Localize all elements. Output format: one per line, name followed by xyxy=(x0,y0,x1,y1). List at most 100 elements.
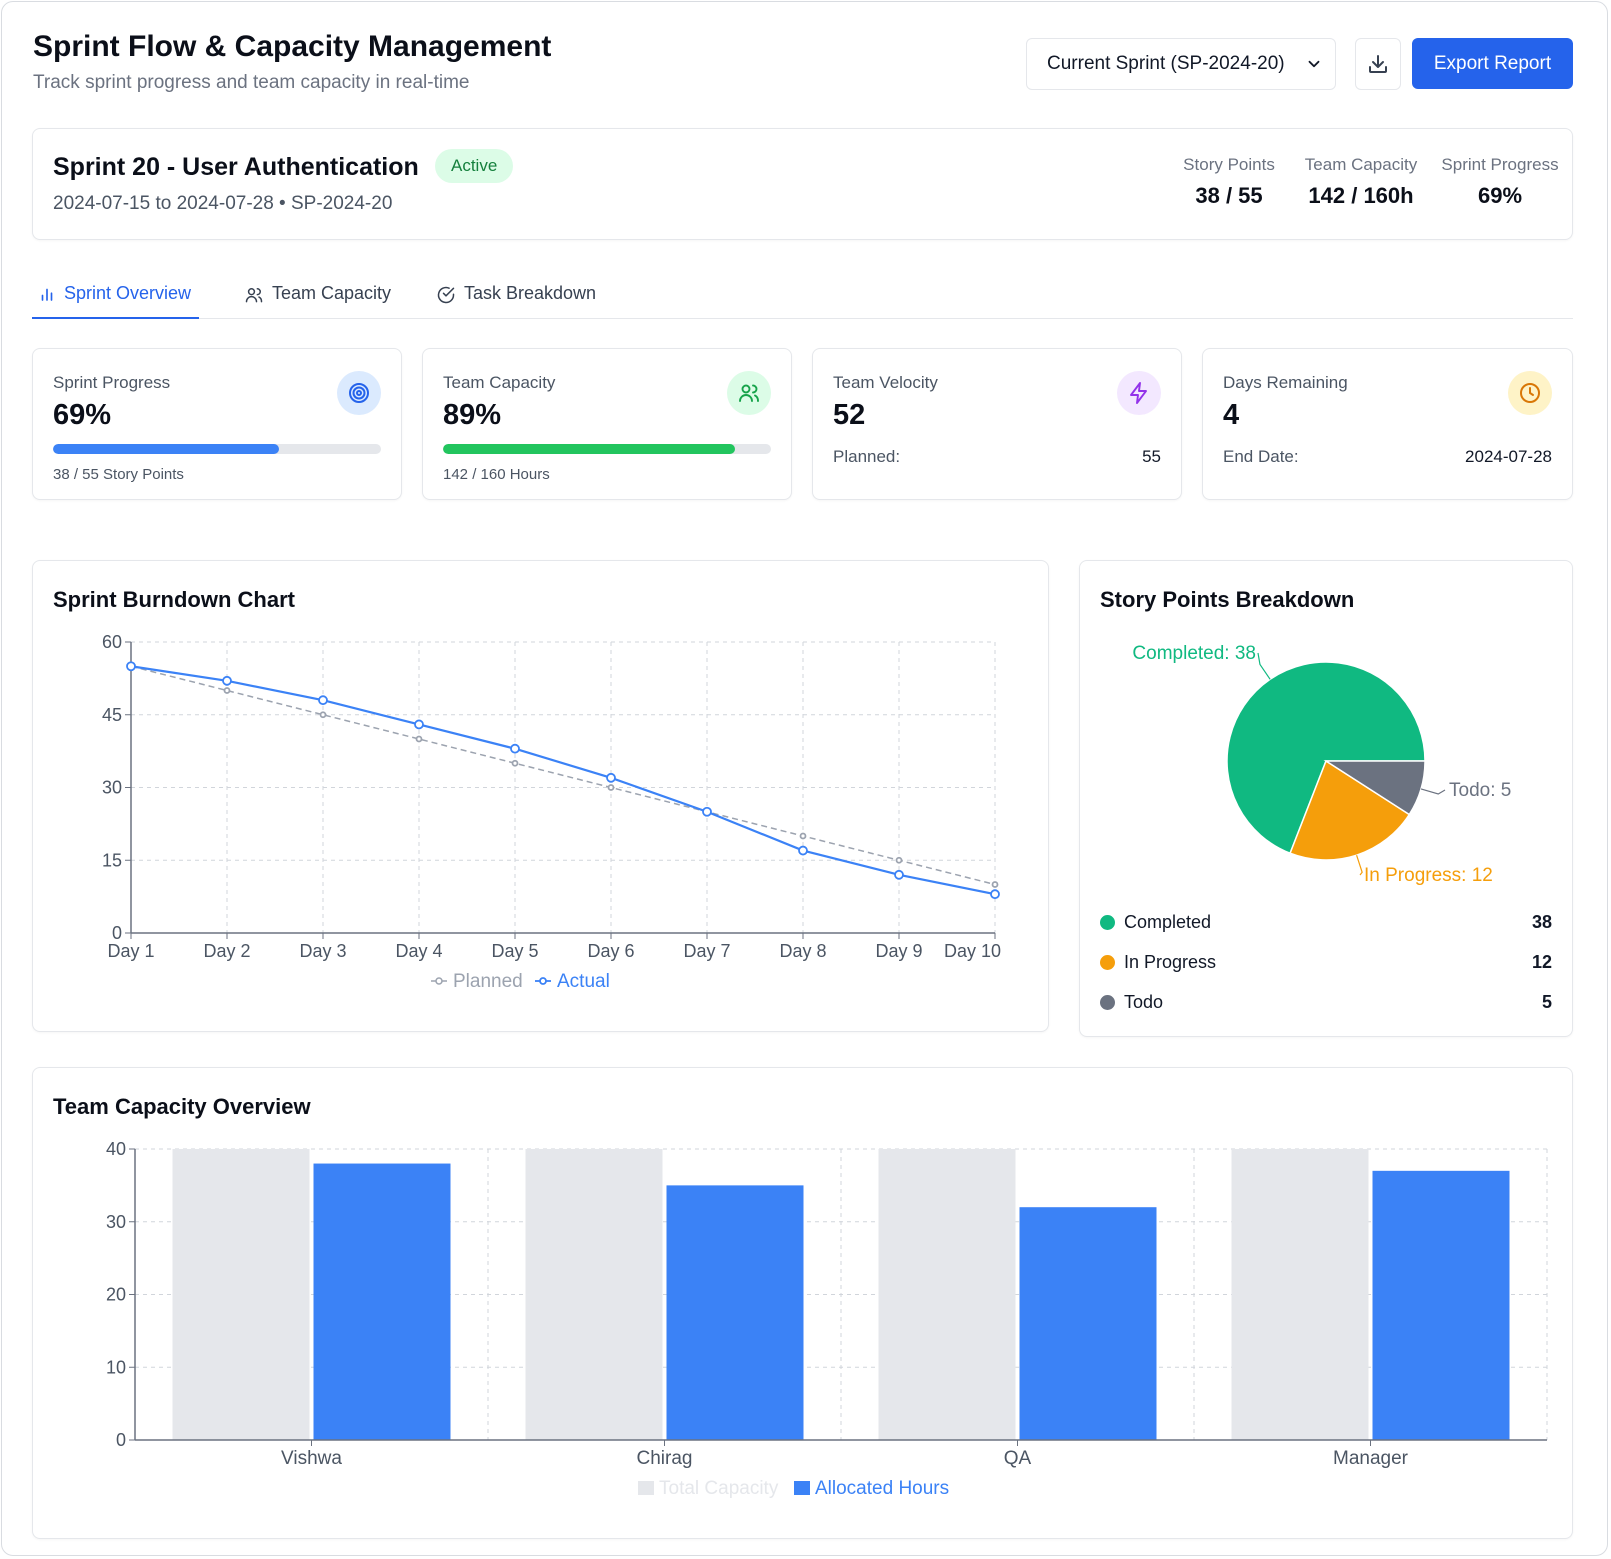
data-point-actual xyxy=(510,743,520,754)
progress-fill xyxy=(53,444,280,454)
page-subtitle: Track sprint progress and team capacity … xyxy=(33,72,470,93)
kpi-card-team-velocity: Team Velocity 52 Planned: 55 xyxy=(812,348,1182,500)
header-stat-sprint-progress: Sprint Progress 69% xyxy=(1433,155,1567,209)
kpi-subtext: 38 / 55 Story Points xyxy=(53,466,184,483)
chevron-down-icon xyxy=(1308,60,1320,68)
kpi-label: Team Capacity xyxy=(443,373,556,392)
kpi-value: 4 xyxy=(1223,399,1240,431)
legend-row-completed: Completed 38 xyxy=(1100,911,1552,935)
bar-total-capacity-manager xyxy=(1231,1149,1369,1440)
pie-slice-label: Todo: 5 xyxy=(1449,780,1511,801)
sprint-select[interactable]: Current Sprint (SP-2024-20) xyxy=(1026,38,1336,90)
data-point-planned xyxy=(511,759,519,767)
data-point-planned xyxy=(799,832,807,840)
clock-icon xyxy=(1508,371,1552,415)
data-point-actual xyxy=(318,695,328,706)
series-line-actual xyxy=(130,665,996,896)
kpi-card-sprint-progress: Sprint Progress 69% 38 / 55 Story Points xyxy=(32,348,402,500)
kpi-row-label: End Date: xyxy=(1223,447,1299,466)
header-stat-team-capacity: Team Capacity 142 / 160h xyxy=(1291,155,1431,209)
tab-label: Sprint Overview xyxy=(64,283,192,303)
capacity-chart: 0 10 20 30 40 Vishwa Chirag QA Manager Total Capa… xyxy=(106,1139,1548,1499)
y-tick-label: 30 xyxy=(106,1212,126,1232)
sprint-dates: 2024-07-15 to 2024-07-28 • SP-2024-20 xyxy=(53,193,393,214)
kpi-value: 89% xyxy=(443,399,502,431)
data-point-planned xyxy=(415,735,423,743)
y-tick-label: 45 xyxy=(102,705,122,725)
tab-sprint-overview[interactable]: Sprint Overview xyxy=(32,277,199,319)
progress-track xyxy=(443,444,771,454)
data-point-actual xyxy=(702,806,712,817)
legend-name: Completed xyxy=(1124,912,1212,932)
legend-planned-label: Planned xyxy=(453,971,523,992)
y-tick-label: 30 xyxy=(102,778,122,798)
x-tick-label: Day 3 xyxy=(299,941,346,961)
legend-value: 12 xyxy=(1531,952,1552,972)
data-point-planned xyxy=(223,687,231,694)
bar-chart-icon xyxy=(41,288,53,301)
users-icon xyxy=(245,288,263,303)
kpi-value: 52 xyxy=(833,399,866,431)
kpi-row-value: 2024-07-28 xyxy=(1465,447,1552,466)
x-tick-label: Day 5 xyxy=(491,941,538,961)
x-tick-label: Day 6 xyxy=(587,941,634,961)
header-stat-value: 69% xyxy=(1477,183,1523,208)
y-tick-label: 0 xyxy=(116,1430,126,1450)
y-tick-label: 0 xyxy=(112,923,122,943)
bar-allocated-hours-vishwa xyxy=(313,1163,451,1440)
burndown-chart: 0 15 30 45 60 Day 1 Day 2 Day 3 Day 4 Day 5 Day 6 D… xyxy=(102,632,1001,992)
capacity-overview-title: Team Capacity Overview xyxy=(53,1094,311,1119)
header-stat-value: 142 / 160h xyxy=(1308,183,1414,208)
pie-slice-label: Completed: 38 xyxy=(1132,643,1256,664)
sprint-summary-card: Sprint 20 - User Authentication Active 2… xyxy=(32,128,1573,240)
breakdown-card: Story Points Breakdown Completed: 38 In P… xyxy=(1079,560,1573,1037)
export-report-button[interactable]: Export Report xyxy=(1412,38,1573,89)
legend-row-todo: Todo 5 xyxy=(1100,991,1552,1015)
x-tick-label: Day 1 xyxy=(107,941,154,961)
sprint-name: Sprint 20 - User Authentication xyxy=(53,153,419,181)
y-tick-label: 15 xyxy=(102,850,122,870)
breakdown-title: Story Points Breakdown xyxy=(1100,587,1355,612)
download-icon xyxy=(1369,55,1387,73)
data-point-actual xyxy=(126,661,136,672)
sprint-select-value: Current Sprint (SP-2024-20) xyxy=(1047,53,1285,74)
kpi-subtext: 142 / 160 Hours xyxy=(443,466,550,483)
zap-icon xyxy=(1117,371,1161,415)
data-point-actual xyxy=(606,772,616,783)
legend-actual-marker xyxy=(539,977,547,985)
burndown-card: Sprint Burndown Chart 0 15 30 45 60 Day 1 Day … xyxy=(32,560,1049,1032)
page-title: Sprint Flow & Capacity Management xyxy=(33,30,552,63)
download-button[interactable] xyxy=(1355,38,1401,90)
pie-slice-completed xyxy=(1226,661,1426,855)
x-tick-label: Day 9 xyxy=(875,941,922,961)
kpi-label: Days Remaining xyxy=(1223,373,1348,392)
y-tick-label: 10 xyxy=(106,1357,126,1377)
kpi-card-team-capacity: Team Capacity 89% 142 / 160 Hours xyxy=(422,348,792,500)
users-icon xyxy=(727,371,771,415)
capacity-overview-card: Team Capacity Overview 0 10 20 30 40 Vishwa Ch… xyxy=(32,1067,1573,1539)
status-badge: Active xyxy=(435,149,514,183)
tab-team-capacity[interactable]: Team Capacity xyxy=(244,277,391,319)
y-tick-label: 20 xyxy=(106,1285,126,1305)
legend-allocated-swatch xyxy=(794,1481,810,1495)
progress-fill xyxy=(443,444,735,454)
legend-total-label: Total Capacity xyxy=(659,1478,779,1499)
legend-name: Todo xyxy=(1124,992,1164,1012)
x-tick-label: Chirag xyxy=(637,1448,693,1469)
legend-allocated-label: Allocated Hours xyxy=(815,1478,949,1499)
x-tick-label: Day 7 xyxy=(683,941,730,961)
pie-leader-line xyxy=(1257,652,1271,680)
x-tick-label: Day 4 xyxy=(395,941,442,961)
data-point-planned xyxy=(991,881,999,888)
legend-name: In Progress xyxy=(1124,952,1217,972)
legend-actual-label: Actual xyxy=(557,971,610,992)
data-point-actual xyxy=(990,889,1000,900)
tab-task-breakdown[interactable]: Task Breakdown xyxy=(436,277,596,319)
legend-row-in-progress: In Progress 12 xyxy=(1100,951,1552,975)
progress-track xyxy=(53,444,381,454)
y-tick-label: 60 xyxy=(102,632,122,652)
legend-total-swatch xyxy=(638,1481,654,1495)
header-stat-label: Sprint Progress xyxy=(1441,155,1559,174)
target-icon xyxy=(337,371,381,415)
